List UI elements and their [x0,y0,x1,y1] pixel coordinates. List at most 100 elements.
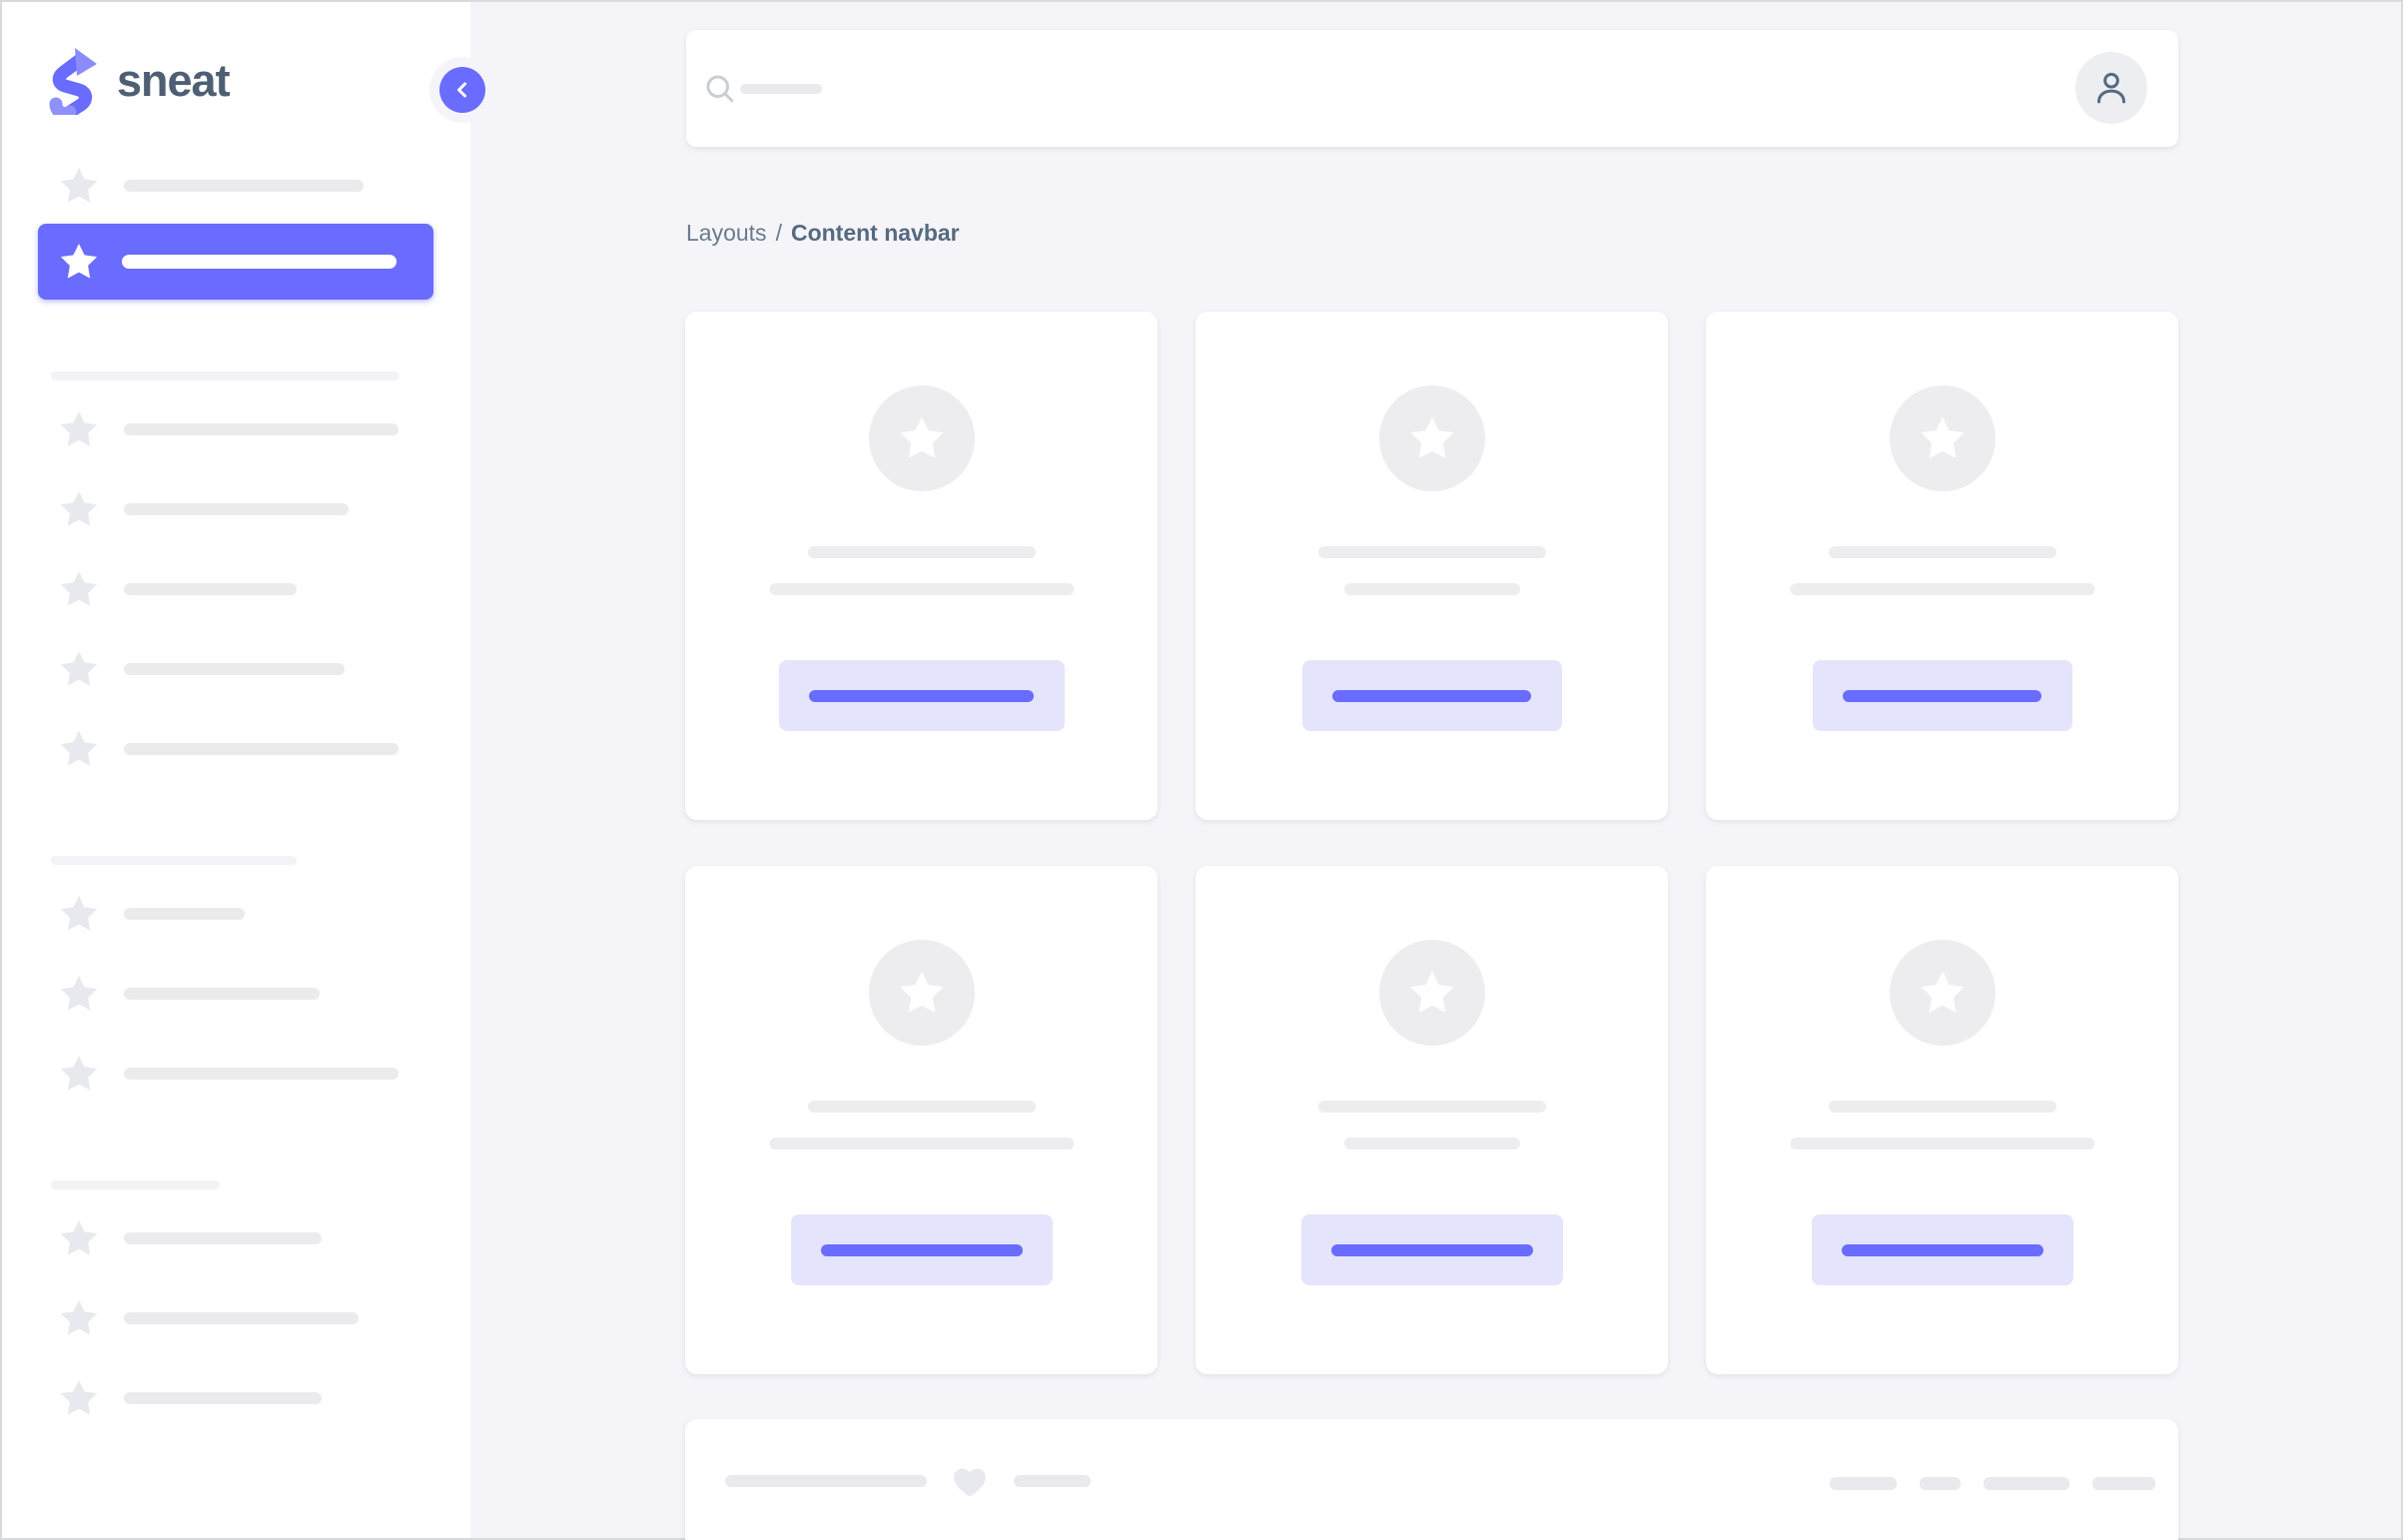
star-icon [58,648,100,690]
star-icon [58,1377,100,1419]
brand[interactable]: sneat [49,46,231,121]
card-button-skeleton[interactable] [1812,660,2072,731]
search-field[interactable] [686,30,1585,147]
bottom-skeleton-bar [725,1475,927,1487]
section-divider-skeleton [51,372,399,381]
sidebar-nav-item[interactable] [2,874,472,954]
card-button-skeleton[interactable] [1300,1214,1563,1285]
card-button-bar [1330,1243,1533,1256]
nav-item-skeleton-bar [124,663,345,675]
card [1706,866,2178,1374]
star-icon [58,1217,100,1259]
sidebar-nav-item[interactable] [2,1034,472,1114]
breadcrumb: Layouts / Content navbar [686,218,960,249]
card [1706,312,2178,820]
star-icon [897,413,947,463]
card-line-1 [1317,546,1546,558]
top-navbar [686,30,2178,147]
card-button-bar [1332,689,1531,702]
pagination-bar-skeleton[interactable] [1984,1477,2069,1490]
card [1196,866,1668,1374]
pagination-bar-skeleton[interactable] [1920,1477,1961,1490]
sidebar-nav-item[interactable] [2,954,472,1034]
star-icon [1407,968,1457,1018]
pagination-bar-skeleton[interactable] [1830,1477,1897,1490]
card-button-skeleton[interactable] [1301,660,1562,731]
breadcrumb-separator: / [775,220,782,246]
card-button-bar [809,689,1034,702]
heart-icon[interactable] [950,1461,990,1501]
card-line-2 [1790,583,2094,595]
star-icon [58,1297,100,1339]
sneat-logo-icon [49,47,99,121]
sidebar-nav-item[interactable] [2,389,472,469]
card-avatar-circle [1889,385,1996,491]
card-line-2 [1790,1138,2094,1150]
nav-item-skeleton-bar [124,583,297,595]
card-line-1 [1317,1101,1546,1113]
brand-name: sneat [117,55,231,106]
sidebar-nav-item[interactable] [2,146,472,226]
sidebar-nav-item[interactable] [2,469,472,549]
star-icon [1407,413,1457,463]
breadcrumb-link-layouts[interactable]: Layouts [686,220,767,246]
sidebar-collapse-button[interactable] [439,67,485,113]
star-icon [897,968,947,1018]
star-icon [58,488,100,530]
section-divider-skeleton [51,856,297,865]
bottom-skeleton-bar [1014,1475,1091,1487]
card-line-2 [1343,1138,1520,1150]
card-line-1 [807,1101,1036,1113]
star-icon [1918,413,1968,463]
nav-item-skeleton-bar [124,423,399,435]
nav-item-skeleton-bar [124,1392,322,1404]
card-line-2 [769,1138,1074,1150]
card-avatar-circle [1378,385,1485,491]
card-line-1 [1828,546,2056,558]
card [685,866,1158,1374]
card-line-1 [1828,1101,2056,1113]
search-icon [706,75,734,103]
star-icon [58,165,100,207]
card-line-2 [769,583,1074,595]
sidebar-nav-item[interactable] [2,629,472,709]
sidebar: sneat [0,0,470,1540]
sidebar-nav-item[interactable] [2,549,472,629]
nav-item-skeleton-bar [124,1232,322,1244]
nav-item-skeleton-bar [124,1068,399,1080]
star-icon [58,568,100,610]
user-avatar-button[interactable] [2075,52,2147,124]
pagination-skeleton [1830,1477,2155,1490]
card-line-2 [1343,583,1520,595]
star-icon [58,973,100,1015]
sidebar-section [2,1180,472,1438]
nav-item-skeleton-bar [124,503,349,515]
sidebar-nav-item-active[interactable] [38,224,433,300]
section-items [2,389,472,789]
sidebar-nav-item[interactable] [2,1358,472,1438]
star-icon [58,241,100,283]
card-button-skeleton[interactable] [778,660,1065,731]
sidebar-section [2,856,472,1114]
card-button-bar [1841,1243,2043,1256]
search-placeholder-skeleton [740,83,822,94]
card-button-bar [820,1243,1023,1256]
star-icon [58,728,100,770]
nav-item-skeleton-bar [124,180,364,192]
card-avatar-circle [1889,940,1996,1046]
sidebar-nav-item[interactable] [2,1198,472,1278]
card-line-1 [807,546,1036,558]
card-button-skeleton[interactable] [1811,1214,2073,1285]
nav-item-skeleton-bar [124,743,399,755]
sidebar-nav-item[interactable] [2,709,472,789]
cards-grid [685,312,2178,1374]
card-button-bar [1843,689,2041,702]
card-button-skeleton[interactable] [790,1214,1053,1285]
pagination-bar-skeleton[interactable] [2092,1477,2155,1490]
section-items [2,1198,472,1438]
section-divider-skeleton [51,1180,220,1189]
star-icon [58,1053,100,1095]
card-avatar-circle [868,940,975,1046]
person-icon [2097,72,2125,104]
sidebar-nav-item[interactable] [2,1278,472,1358]
